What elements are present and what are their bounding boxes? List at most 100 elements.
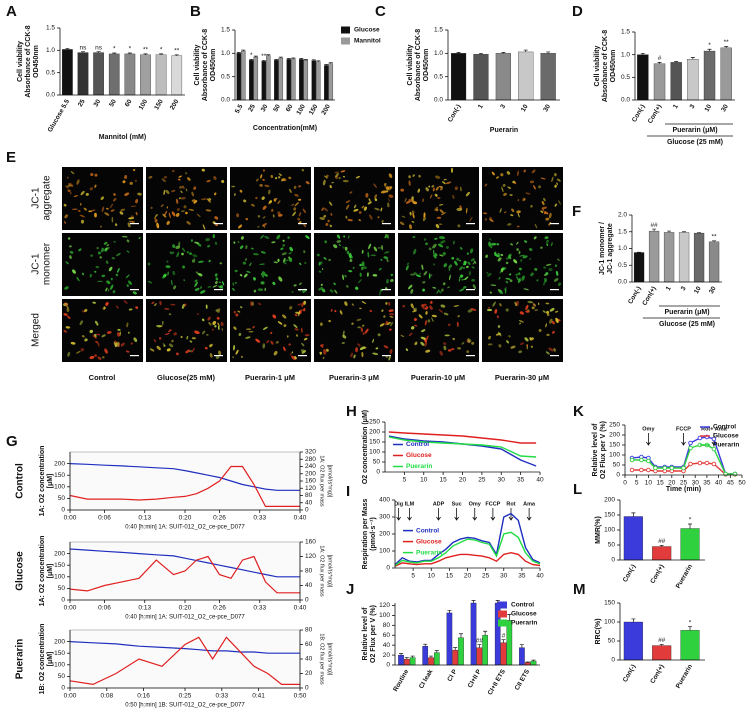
cell: [148, 175, 153, 179]
micrograph: [146, 167, 227, 230]
y-axis-label: [μM]: [47, 474, 54, 489]
cell: [198, 260, 204, 263]
cell: [388, 173, 393, 179]
legend-label: Puerarin: [406, 463, 432, 470]
cell: [375, 347, 379, 350]
cell: [191, 337, 196, 340]
cell: [540, 210, 544, 214]
cell: [182, 247, 186, 252]
error-bar: [531, 659, 536, 662]
cell: [525, 310, 530, 313]
cell: [355, 347, 359, 353]
cell: [374, 207, 380, 211]
cell: [262, 271, 267, 277]
cell: [320, 322, 323, 326]
category-label: CI P: [446, 668, 459, 683]
y-tick-label: 40: [305, 656, 313, 663]
cell: [102, 356, 105, 359]
x-tick-label: 0:13: [138, 605, 151, 612]
cell: [294, 313, 298, 317]
error-bar: [447, 610, 452, 613]
cell: [147, 262, 151, 266]
cell: [517, 279, 522, 284]
cell: [546, 239, 549, 243]
cell: [427, 319, 431, 323]
cell: [266, 340, 270, 344]
cell: [187, 177, 191, 181]
cell: [428, 273, 431, 279]
y-tick-label: 100: [604, 619, 615, 626]
micrograph: [146, 233, 227, 296]
row-label: Control: [15, 463, 26, 499]
bar: [450, 53, 467, 101]
micrograph-bg: [314, 233, 395, 296]
cell: [356, 318, 362, 321]
cell: [116, 252, 121, 257]
cell: [467, 338, 470, 343]
error-bar: [423, 643, 428, 647]
cell: [76, 276, 80, 282]
cell: [421, 264, 424, 271]
cell: [435, 208, 439, 212]
cell: [129, 181, 133, 185]
cell: [85, 338, 89, 341]
cell: [193, 257, 196, 261]
cell: [260, 174, 263, 179]
y-tick-label: 0: [611, 657, 615, 664]
y-axis-label: [μM]: [47, 564, 54, 579]
y-tick-label: 150: [604, 600, 615, 607]
cell: [484, 218, 488, 221]
x-tick-label: 0:40: [294, 515, 307, 522]
cell: [499, 208, 502, 213]
cell: [525, 192, 531, 195]
x-tick-label: 40: [536, 573, 544, 580]
x-tick-label: 15: [446, 573, 454, 580]
y-tick-label: 200: [54, 460, 65, 467]
cell: [125, 350, 130, 353]
x-tick-label: 10: [645, 480, 653, 487]
cell: [121, 235, 128, 238]
bar: [249, 60, 254, 101]
cell: [181, 252, 184, 256]
cell: [486, 272, 489, 274]
cell: [534, 223, 538, 229]
cell: [516, 210, 521, 214]
micrograph: [314, 233, 395, 296]
cell: [410, 288, 414, 294]
cell: [424, 306, 429, 310]
error-bar: [65, 48, 70, 50]
error-bar: [688, 626, 693, 631]
cell: [78, 248, 82, 252]
micrograph: [62, 233, 143, 296]
cell: [538, 329, 542, 332]
micrograph-bg: [482, 299, 563, 362]
cell: [171, 211, 176, 217]
cell: [344, 301, 348, 306]
error-bar: [112, 52, 117, 54]
cell: [390, 273, 394, 277]
cell: [442, 181, 446, 185]
cell: [380, 207, 383, 212]
cell: [402, 304, 405, 308]
cell: [372, 338, 374, 343]
cell: [364, 328, 369, 334]
y-axis-label: RRC(%): [595, 618, 602, 644]
cell: [124, 192, 130, 196]
cell: [72, 208, 78, 210]
cell: [250, 203, 255, 207]
cell: [185, 188, 188, 192]
y-tick-label: 0.0: [434, 97, 443, 104]
column-label: Puerarin-10 μM: [411, 373, 465, 382]
cell: [508, 273, 512, 276]
cell: [330, 308, 333, 312]
cell: [69, 250, 74, 254]
error-bar: [143, 53, 148, 55]
cell: [489, 291, 492, 294]
cell: [533, 185, 536, 190]
cell: [328, 201, 333, 206]
y-axis-label: JC-1 aggregate: [607, 223, 614, 274]
x-tick-label: 0:00: [64, 693, 77, 700]
category-label: 5.5: [234, 103, 245, 115]
y-tick-label: 200: [609, 432, 620, 439]
cell: [202, 318, 205, 322]
